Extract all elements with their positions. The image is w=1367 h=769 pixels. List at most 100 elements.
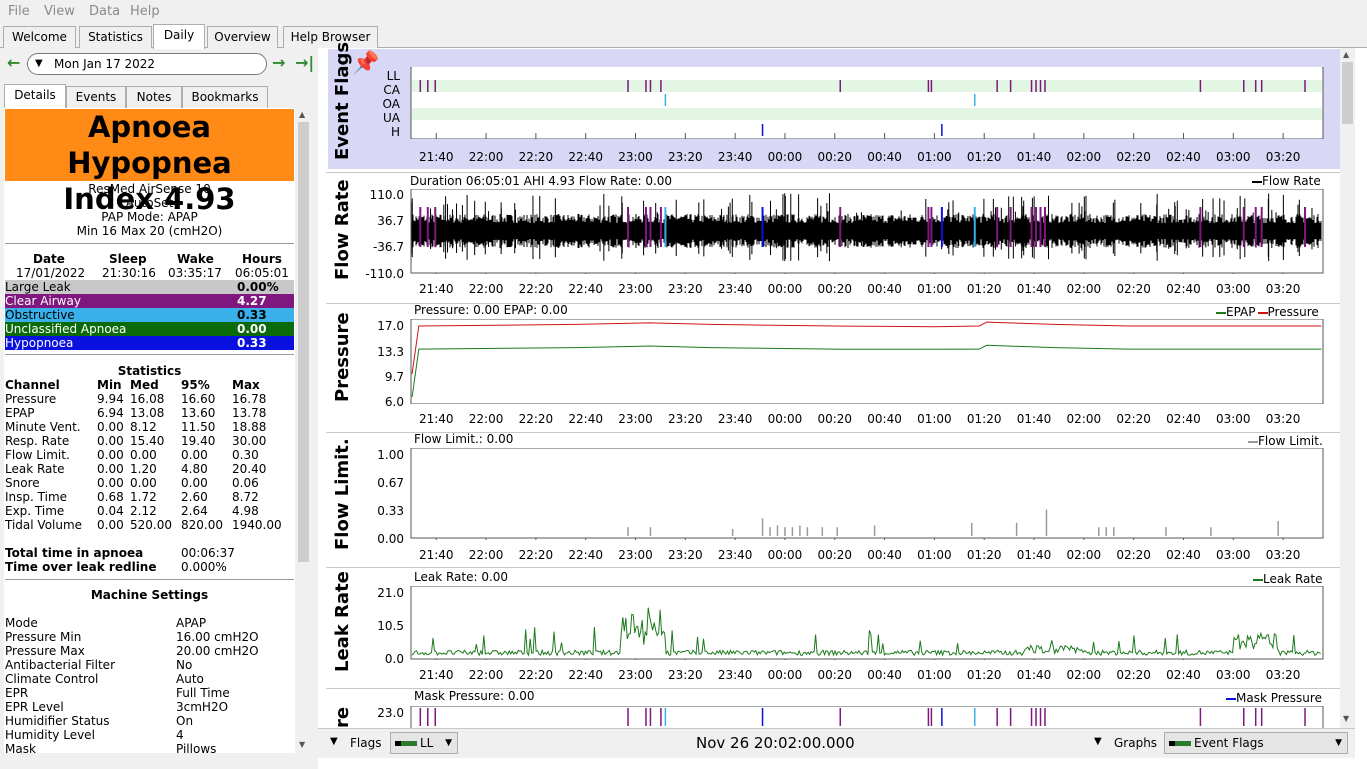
flow-limit-plot[interactable] bbox=[410, 448, 1324, 540]
x-tick-label: 02:20 bbox=[1116, 282, 1151, 296]
setting-label: Pressure Min bbox=[5, 630, 82, 644]
stats-value: 0.00 bbox=[130, 448, 157, 462]
graph-divider bbox=[326, 303, 1342, 304]
graphs-combo[interactable]: Event Flags ▼ bbox=[1164, 732, 1348, 754]
tab-statistics[interactable]: Statistics bbox=[79, 26, 152, 48]
event-flag-row-label: UA bbox=[383, 111, 400, 125]
graphs-label[interactable]: Graphs bbox=[1114, 736, 1158, 750]
x-tick-label: 03:00 bbox=[1215, 282, 1251, 296]
next-day-icon[interactable]: → bbox=[272, 53, 286, 72]
subtab-events[interactable]: Events bbox=[66, 86, 126, 108]
setting-label: Mask bbox=[5, 742, 36, 753]
stats-value: 30.00 bbox=[232, 434, 267, 448]
subtab-bookmarks[interactable]: Bookmarks bbox=[182, 86, 268, 108]
flow-rate-plot[interactable] bbox=[410, 189, 1324, 274]
scroll-up-icon[interactable]: ▲ bbox=[1343, 50, 1350, 59]
leak-rate-legend: Leak Rate bbox=[1253, 572, 1323, 586]
flow-rate-legend: Flow Rate bbox=[1252, 174, 1321, 188]
scroll-down-icon[interactable]: ▼ bbox=[1343, 714, 1350, 723]
stats-value: 13.78 bbox=[232, 406, 267, 420]
event-flag-row-label: OA bbox=[382, 97, 400, 111]
plot-frame bbox=[410, 319, 1324, 404]
event-index-value: 0.33 bbox=[237, 308, 267, 322]
tab-overview[interactable]: Overview bbox=[207, 26, 278, 48]
stats-value: 0.06 bbox=[232, 476, 259, 490]
x-tick-label: 01:40 bbox=[1016, 282, 1052, 296]
setting-value: 4 bbox=[176, 728, 184, 742]
flag-row-band bbox=[412, 108, 1322, 120]
tab-welcome[interactable]: Welcome bbox=[3, 26, 76, 48]
x-tick-label: 00:40 bbox=[867, 150, 902, 164]
mask-pressure-plot[interactable] bbox=[410, 706, 1324, 728]
x-tick-label: 00:40 bbox=[867, 668, 902, 682]
flags-dropdown-icon[interactable]: ▼ bbox=[330, 736, 338, 747]
x-tick-label: 22:00 bbox=[468, 668, 504, 682]
scroll-thumb[interactable] bbox=[1342, 62, 1353, 124]
menu-data[interactable]: Data bbox=[89, 4, 121, 19]
x-tick-label: 02:20 bbox=[1116, 150, 1151, 164]
graph-area: Event Flags 📌 Flow Rate Duration 06:05:0… bbox=[318, 42, 1367, 769]
flags-combo[interactable]: LL ▼ bbox=[390, 732, 458, 754]
tab-help-browser[interactable]: Help Browser bbox=[283, 26, 378, 48]
details-scrollbar[interactable]: ▲ ▼ bbox=[296, 108, 311, 753]
total-apnoea-value: 00:06:37 bbox=[181, 546, 235, 560]
stats-value: 8.72 bbox=[232, 490, 259, 504]
x-tick-label: 22:40 bbox=[568, 150, 603, 164]
tab-daily[interactable]: Daily bbox=[153, 24, 205, 49]
event-flags-plot[interactable] bbox=[410, 67, 1324, 139]
stats-value: 16.60 bbox=[181, 392, 216, 406]
x-tick-label: 23:40 bbox=[717, 150, 753, 164]
x-tick-label: 21:40 bbox=[418, 548, 454, 562]
subtab-notes[interactable]: Notes bbox=[126, 86, 182, 108]
x-tick-label: 22:20 bbox=[518, 150, 554, 164]
stats-value: 0.00 bbox=[97, 420, 124, 434]
date-picker[interactable]: ▼ Mon Jan 17 2022 bbox=[27, 53, 267, 75]
detail-tab-bar: Details Events Notes Bookmarks bbox=[0, 84, 318, 108]
stats-value: 16.08 bbox=[130, 392, 165, 406]
graph-scrollbar[interactable]: ▲ ▼ bbox=[1340, 48, 1355, 728]
prev-day-icon[interactable]: ← bbox=[7, 53, 21, 72]
stats-value: 2.64 bbox=[181, 504, 208, 518]
stats-value: 19.40 bbox=[181, 434, 216, 448]
x-tick-label: 01:00 bbox=[917, 412, 952, 426]
menu-file[interactable]: File bbox=[8, 4, 30, 19]
flags-label[interactable]: Flags bbox=[350, 736, 382, 750]
x-tick-label: 01:20 bbox=[966, 412, 1002, 426]
setting-label: Pressure Max bbox=[5, 644, 85, 658]
settings-title: Machine Settings bbox=[90, 588, 209, 602]
x-tick-label: 23:20 bbox=[668, 412, 703, 426]
event-index-row: Clear Airway 4.27 bbox=[5, 294, 294, 308]
flow-rate-trace bbox=[411, 214, 1322, 248]
x-tick-label: 21:40 bbox=[418, 412, 454, 426]
stats-channel: Snore bbox=[5, 476, 40, 490]
x-tick-label: 02:40 bbox=[1166, 150, 1201, 164]
calendar-dropdown-icon[interactable]: ▼ bbox=[35, 58, 43, 69]
setting-value: APAP bbox=[176, 616, 207, 630]
x-tick-label: 02:20 bbox=[1116, 548, 1151, 562]
x-tick-label: 22:00 bbox=[468, 282, 504, 296]
x-tick-label: 03:00 bbox=[1215, 150, 1251, 164]
graph-divider bbox=[326, 567, 1342, 568]
scroll-thumb[interactable] bbox=[298, 122, 309, 562]
leak-redline-value: 0.000% bbox=[181, 560, 227, 574]
event-index-label: Unclassified Apnoea bbox=[5, 322, 127, 336]
y-tick-label: 36.7 bbox=[377, 214, 404, 228]
subtab-details[interactable]: Details bbox=[4, 84, 66, 108]
flow-limit-legend: Flow Limit. bbox=[1248, 434, 1323, 448]
pushpin-icon[interactable]: 📌 bbox=[352, 51, 380, 76]
x-tick-label: 00:00 bbox=[767, 548, 803, 562]
pap-mode: PAP Mode: APAP bbox=[101, 210, 198, 224]
plot-frame bbox=[410, 586, 1324, 660]
pressure-plot[interactable] bbox=[410, 319, 1324, 404]
last-day-icon[interactable]: →| bbox=[295, 53, 315, 72]
menu-view[interactable]: View bbox=[44, 4, 75, 19]
graphs-dropdown-icon[interactable]: ▼ bbox=[1094, 736, 1102, 747]
menu-help[interactable]: Help bbox=[130, 4, 160, 19]
scroll-up-icon[interactable]: ▲ bbox=[299, 110, 306, 119]
stats-channel: Minute Vent. bbox=[5, 420, 81, 434]
leak-rate-plot[interactable] bbox=[410, 586, 1324, 660]
y-tick-label: 23.0 bbox=[377, 706, 404, 720]
scroll-down-icon[interactable]: ▼ bbox=[299, 740, 306, 749]
graph-divider bbox=[326, 172, 1342, 173]
x-tick-label: 00:00 bbox=[767, 412, 803, 426]
